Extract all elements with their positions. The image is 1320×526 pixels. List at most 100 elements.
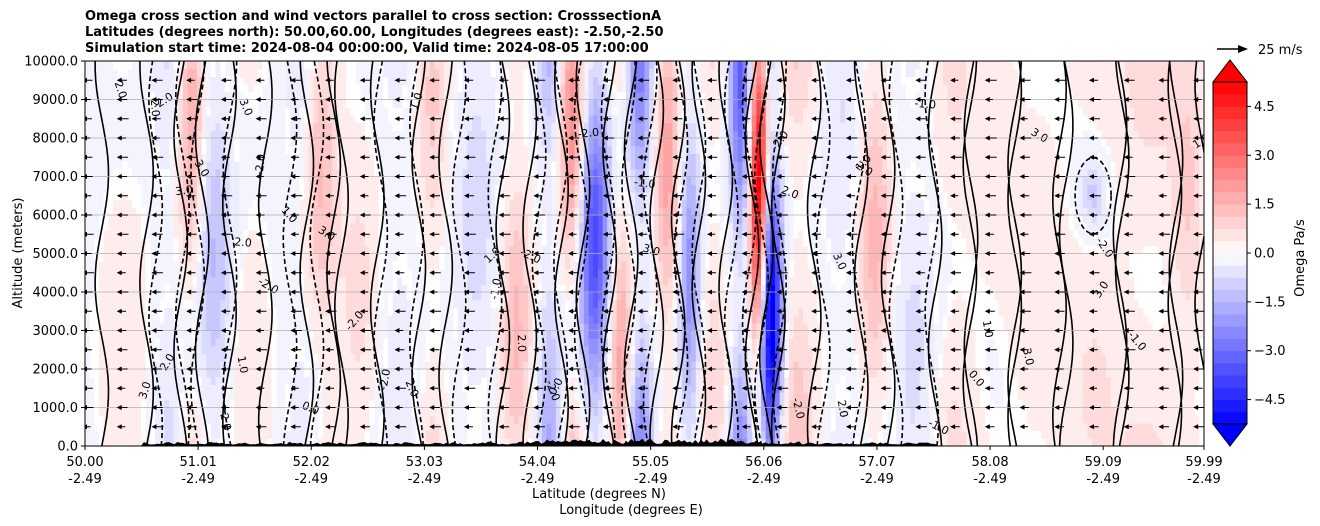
- field-cell: [485, 284, 492, 293]
- field-cell: [364, 161, 371, 170]
- field-cell: [378, 199, 384, 208]
- field-cell: [495, 384, 501, 393]
- field-cell: [653, 145, 660, 154]
- field-cell: [541, 230, 548, 239]
- field-cell: [98, 253, 105, 262]
- field-cell: [234, 207, 240, 216]
- field-cell: [117, 238, 123, 247]
- field-cell: [551, 245, 557, 255]
- field-cell: [140, 322, 147, 332]
- field-cell: [304, 145, 310, 154]
- field-cell: [583, 238, 590, 247]
- field-cell: [523, 84, 529, 93]
- field-cell: [621, 399, 627, 409]
- field-cell: [607, 245, 613, 255]
- field-cell: [583, 399, 590, 409]
- field-cell: [458, 191, 464, 201]
- field-cell: [243, 392, 249, 401]
- field-cell: [322, 384, 329, 393]
- field-cell: [434, 84, 440, 93]
- field-cell: [509, 222, 515, 231]
- field-cell: [266, 422, 273, 432]
- field-cell: [416, 145, 422, 154]
- field-cell: [187, 261, 193, 270]
- field-cell: [509, 345, 515, 355]
- field-cell: [397, 292, 403, 301]
- field-cell: [504, 207, 510, 216]
- field-cell: [555, 338, 562, 347]
- field-cell: [439, 222, 445, 231]
- field-cell: [98, 238, 105, 247]
- field-cell: [434, 215, 440, 224]
- field-cell: [430, 369, 436, 378]
- field-cell: [555, 153, 562, 162]
- field-cell: [583, 230, 590, 239]
- field-cell: [126, 353, 133, 362]
- field-cell: [215, 68, 221, 77]
- field-cell: [98, 415, 105, 424]
- field-cell: [416, 138, 422, 147]
- field-cell: [173, 238, 179, 247]
- field-cell: [644, 107, 650, 116]
- field-cell: [201, 207, 207, 216]
- field-cell: [126, 184, 133, 193]
- field-cell: [551, 345, 557, 355]
- field-cell: [565, 430, 571, 439]
- field-cell: [122, 438, 128, 446]
- field-cell: [523, 238, 529, 247]
- field-cell: [504, 407, 510, 416]
- field-cell: [346, 268, 352, 278]
- field-cell: [402, 353, 408, 362]
- field-cell: [560, 268, 566, 278]
- field-cell: [434, 415, 440, 424]
- field-cell: [313, 138, 319, 147]
- field-cell: [318, 338, 324, 347]
- field-cell: [504, 68, 510, 77]
- field-cell: [192, 91, 198, 101]
- field-cell: [313, 338, 319, 347]
- field-cell: [196, 138, 203, 147]
- field-cell: [588, 199, 594, 208]
- field-cell: [490, 107, 496, 116]
- field-cell: [262, 399, 268, 409]
- field-cell: [453, 322, 459, 332]
- field-cell: [425, 415, 431, 424]
- field-cell: [252, 322, 259, 332]
- field-cell: [523, 345, 529, 355]
- field-cell: [597, 91, 604, 101]
- field-cell: [667, 345, 674, 355]
- field-cell: [551, 307, 557, 316]
- field-cell: [229, 261, 235, 270]
- field-cell: [420, 122, 426, 131]
- field-cell: [192, 215, 198, 224]
- field-cell: [541, 222, 548, 231]
- field-cell: [369, 168, 375, 178]
- field-cell: [509, 215, 515, 224]
- field-cell: [145, 245, 151, 255]
- field-cell: [360, 238, 366, 247]
- field-cell: [262, 68, 268, 77]
- field-cell: [243, 307, 249, 316]
- field-cell: [537, 438, 543, 446]
- field-cell: [639, 276, 646, 285]
- field-cell: [444, 199, 450, 208]
- field-cell: [588, 61, 594, 70]
- field-cell: [150, 84, 156, 93]
- field-cell: [555, 384, 562, 393]
- field-cell: [98, 399, 105, 409]
- field-cell: [164, 68, 170, 77]
- field-cell: [439, 430, 445, 439]
- field-cell: [411, 122, 417, 131]
- field-cell: [136, 399, 142, 409]
- field-cell: [616, 261, 622, 270]
- field-cell: [304, 268, 310, 278]
- field-cell: [252, 107, 259, 116]
- field-cell: [509, 61, 515, 70]
- field-cell: [150, 430, 156, 439]
- field-cell: [346, 107, 352, 116]
- field-cell: [369, 207, 375, 216]
- field-cell: [663, 299, 669, 308]
- field-cell: [644, 99, 650, 108]
- field-cell: [672, 145, 678, 154]
- field-cell: [504, 399, 510, 409]
